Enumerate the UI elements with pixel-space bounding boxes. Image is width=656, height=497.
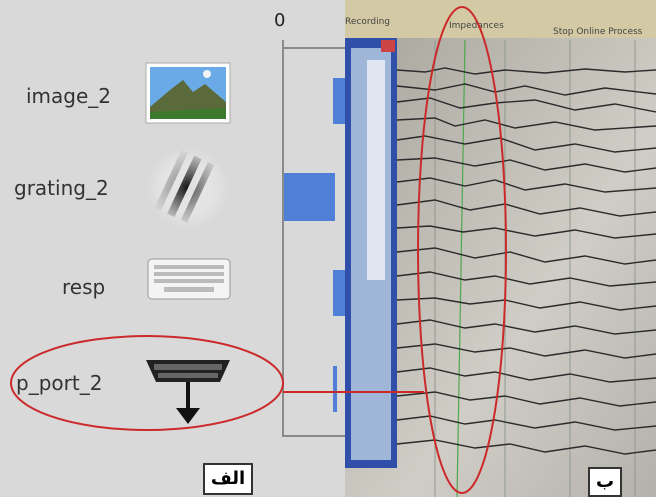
eeg-tab-recording: Recording: [345, 17, 390, 27]
component-label-resp: resp: [62, 275, 106, 299]
keyboard-icon[interactable]: [146, 255, 232, 303]
timeline-axis: [282, 40, 347, 435]
timeline-zero-tick: 0: [274, 10, 286, 31]
timeline-bar-grating-2[interactable]: [284, 173, 335, 221]
red-highlight-ellipse-right: [417, 6, 507, 494]
timeline-bar-p-port-2[interactable]: [333, 366, 337, 412]
eeg-tab-impedances: Impedances: [449, 21, 504, 31]
grating-icon[interactable]: [148, 148, 228, 228]
parallel-port-icon[interactable]: [140, 352, 236, 427]
timeline-bar-image-2[interactable]: [333, 78, 345, 124]
component-label-p-port-2: p_port_2: [16, 371, 103, 395]
timeline-bar-resp[interactable]: [333, 270, 345, 316]
eeg-recording-photo: Recording Impedances Stop Online Process: [345, 0, 656, 497]
component-label-grating-2: grating_2: [14, 176, 109, 200]
timeline-bottom-line: [282, 435, 345, 437]
panel-label-alef: الف: [203, 463, 253, 495]
landscape-image-icon[interactable]: [145, 62, 231, 124]
timeline-top-line: [282, 47, 345, 49]
component-label-image-2: image_2: [26, 84, 112, 108]
psychopy-flow-panel: image_2 grating_2 resp p_port_2: [0, 0, 346, 497]
panel-label-be: ب: [588, 467, 622, 497]
eeg-tab-stop-online: Stop Online Process: [553, 27, 643, 37]
red-highlight-ellipse-left: [10, 335, 284, 431]
